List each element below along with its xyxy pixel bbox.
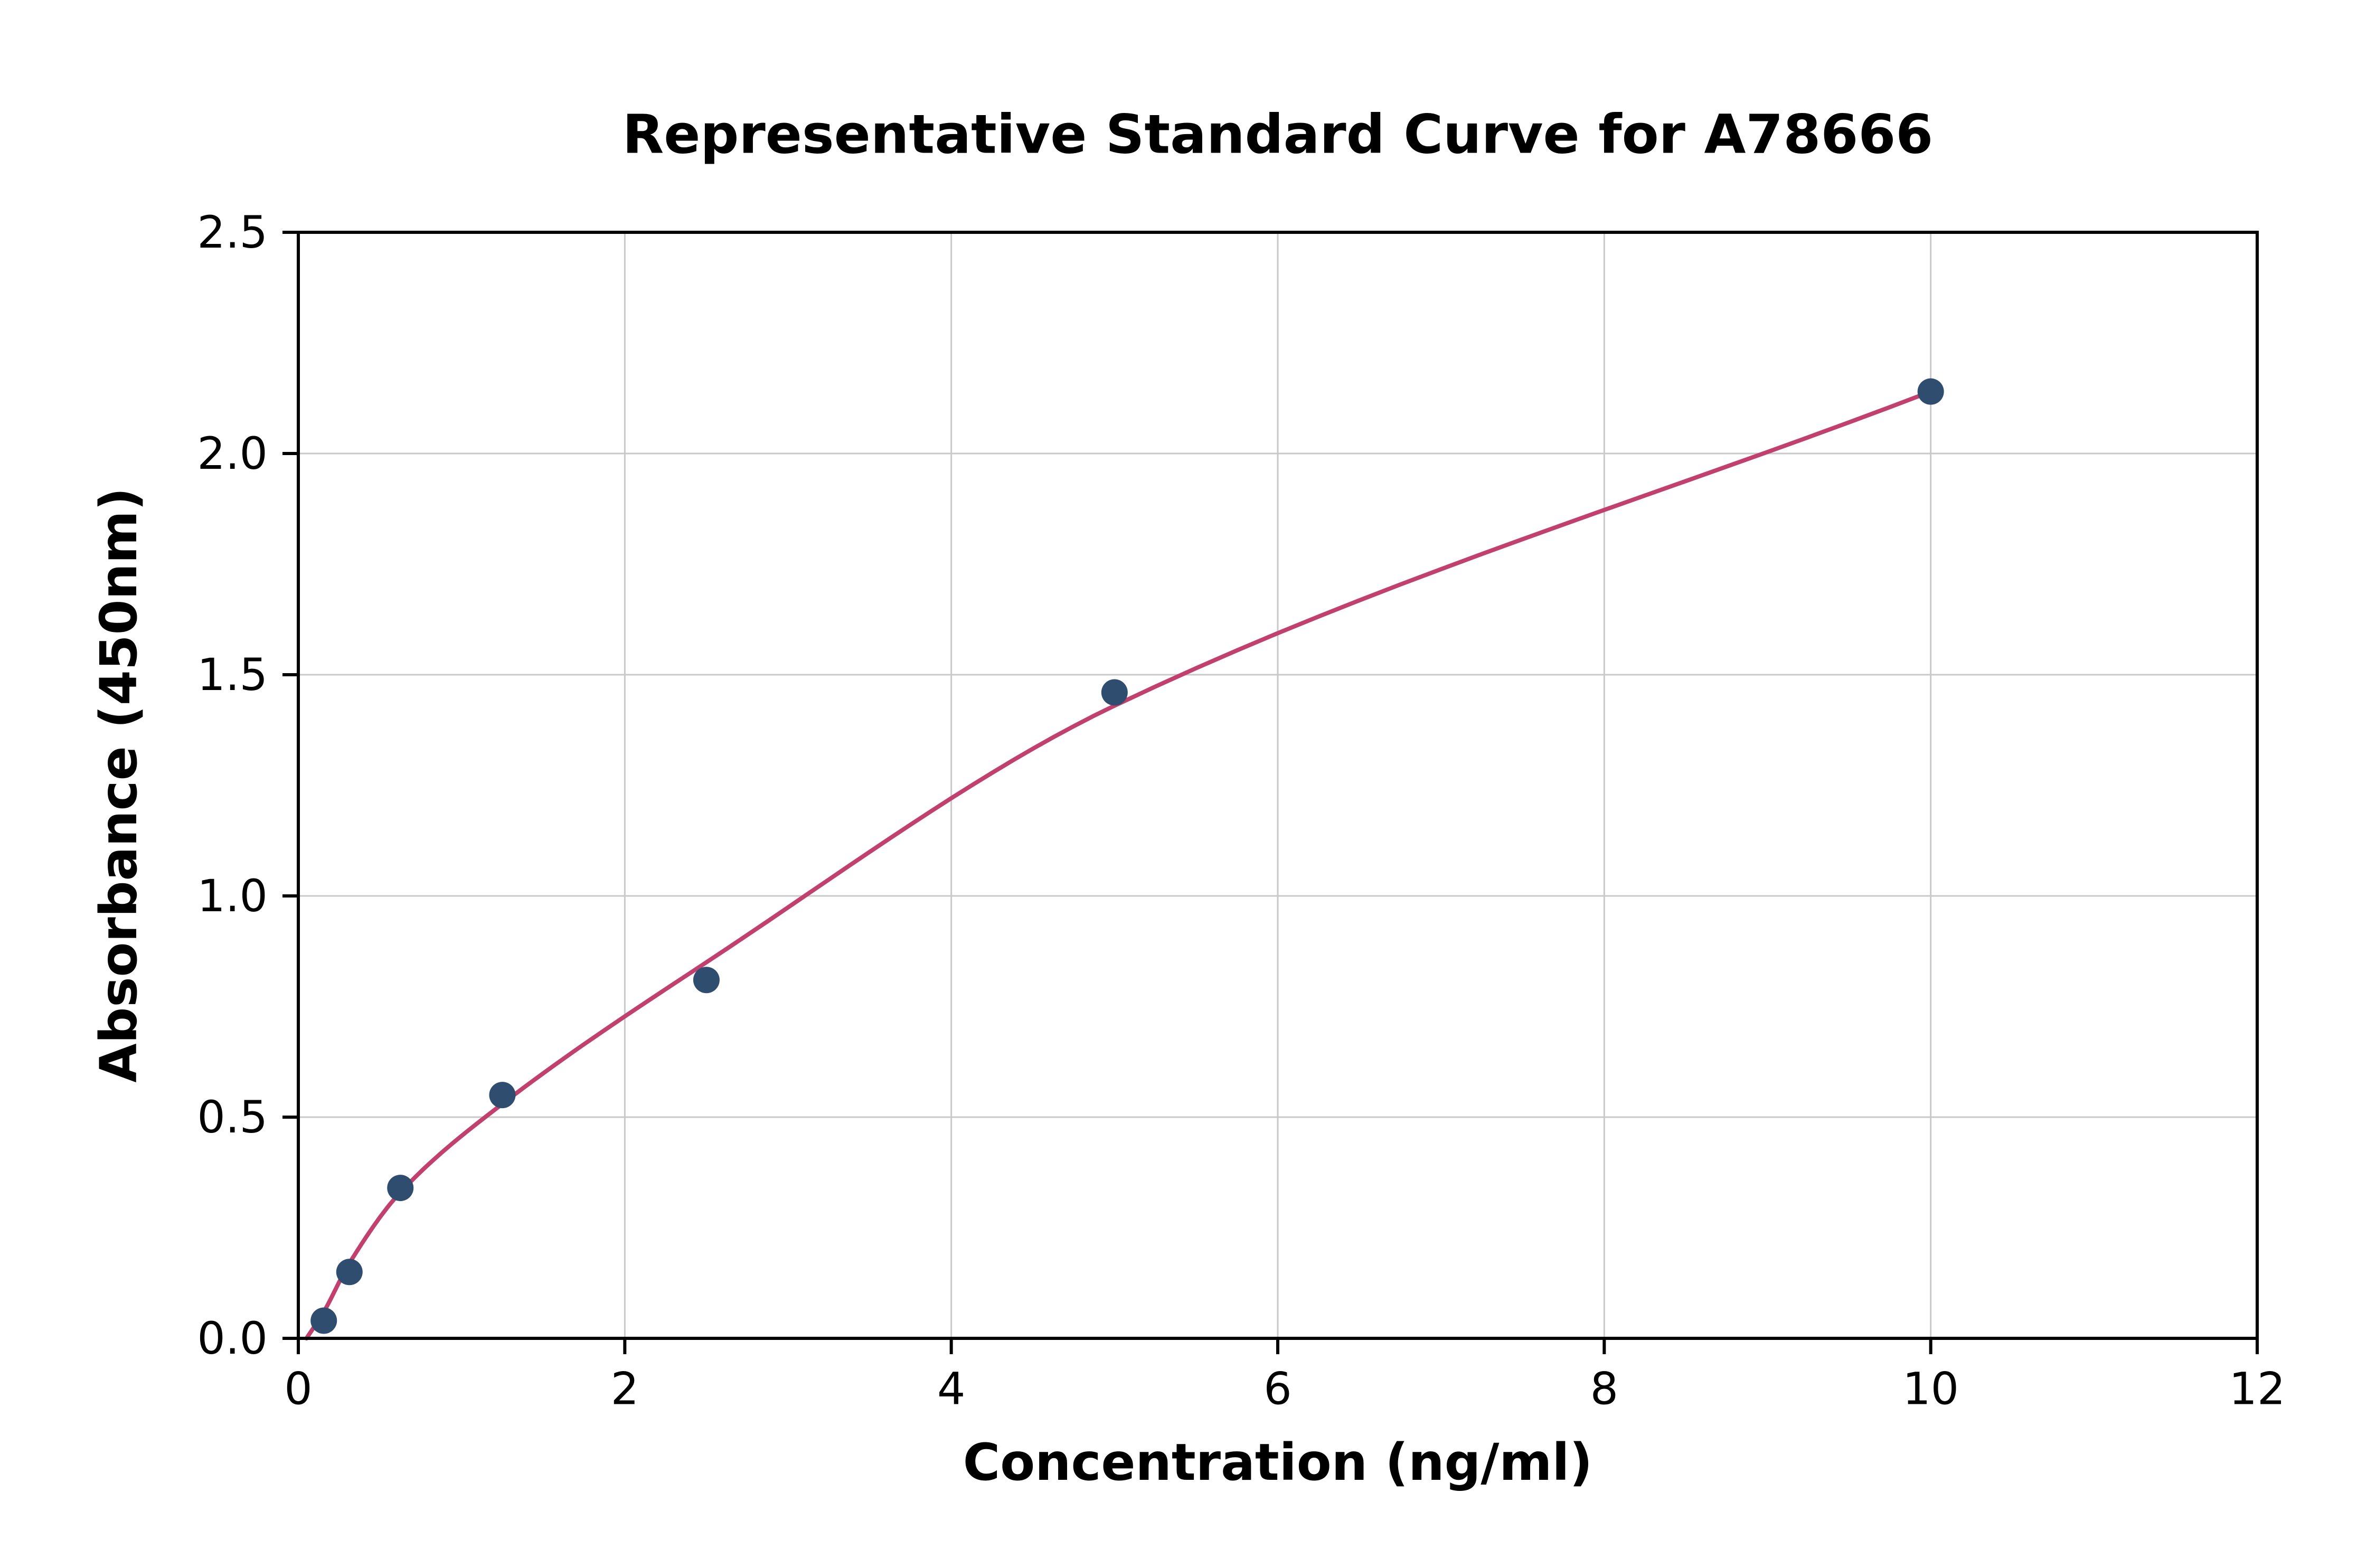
x-tick-label: 12 bbox=[2229, 1363, 2286, 1414]
x-tick-label: 6 bbox=[1264, 1363, 1291, 1414]
data-point bbox=[1101, 679, 1128, 706]
chart-title: Representative Standard Curve for A78666 bbox=[622, 103, 1934, 166]
y-tick-label: 0.5 bbox=[197, 1091, 268, 1143]
y-tick-label: 1.0 bbox=[197, 870, 268, 922]
data-point bbox=[387, 1175, 414, 1202]
x-axis-label: Concentration (ng/ml) bbox=[963, 1433, 1593, 1492]
fitted-curve bbox=[304, 389, 1933, 1340]
x-tick-label: 10 bbox=[1902, 1363, 1959, 1414]
y-tick-label: 0.0 bbox=[197, 1312, 268, 1364]
x-tick-label: 2 bbox=[611, 1363, 639, 1414]
y-axis-label: Absorbance (450nm) bbox=[89, 487, 148, 1083]
data-point bbox=[310, 1307, 337, 1334]
y-tick-label: 2.5 bbox=[197, 206, 268, 258]
y-tick-label: 2.0 bbox=[197, 428, 268, 479]
x-tick-label: 0 bbox=[284, 1363, 312, 1414]
x-tick-label: 4 bbox=[937, 1363, 965, 1414]
data-point bbox=[336, 1259, 363, 1286]
data-point bbox=[1917, 378, 1944, 405]
x-tick-label: 8 bbox=[1590, 1363, 1618, 1414]
y-tick-label: 1.5 bbox=[197, 649, 268, 701]
data-point bbox=[489, 1082, 516, 1109]
data-point bbox=[693, 967, 720, 994]
